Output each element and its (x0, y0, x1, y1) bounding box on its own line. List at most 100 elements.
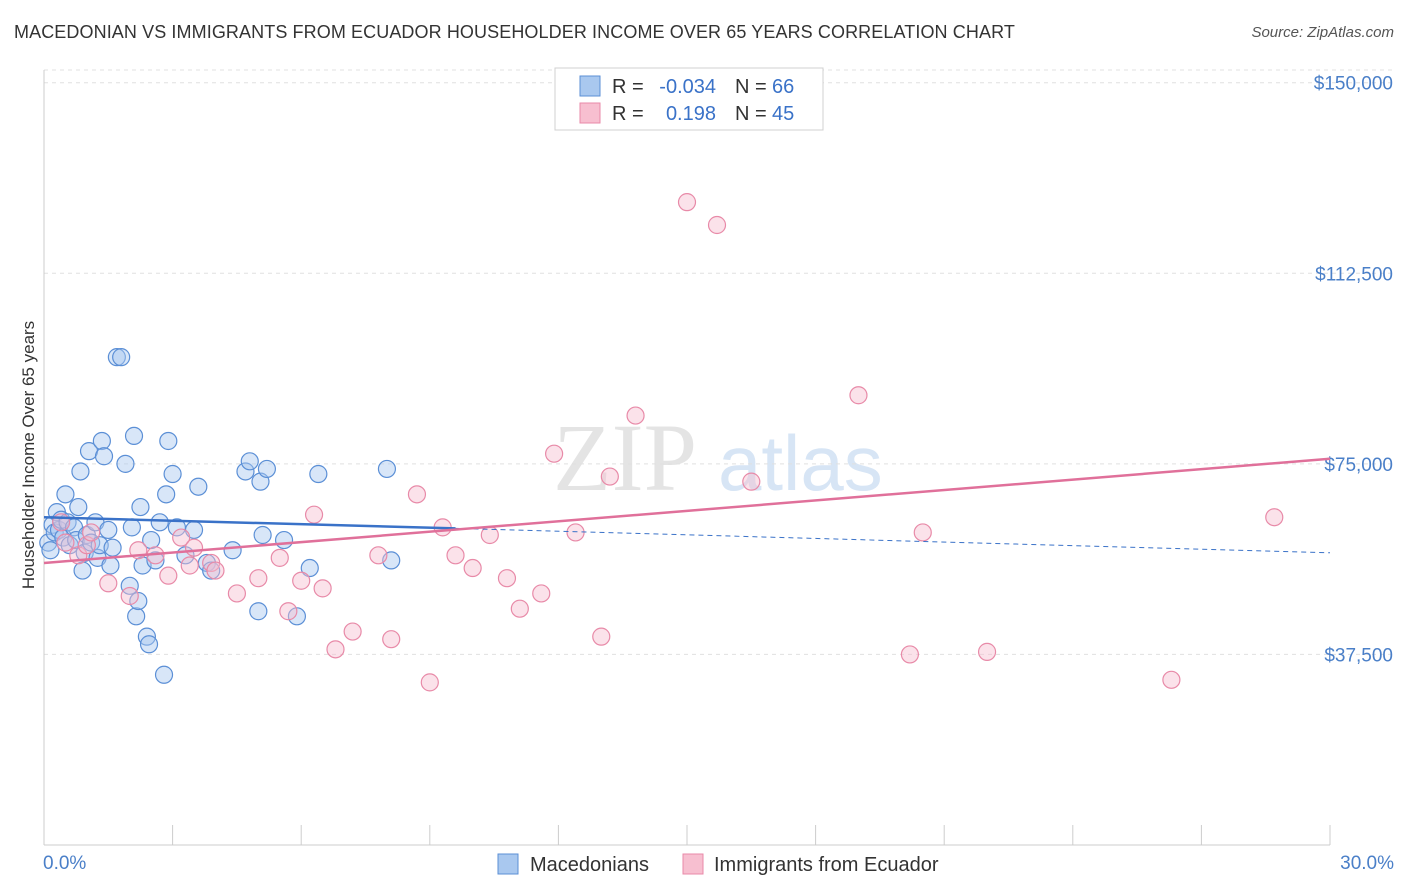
ecuador-point-5 (99, 574, 118, 593)
macedonians-point-44 (157, 485, 176, 504)
ecuador-point-40 (677, 193, 697, 212)
macedonians-point-54 (236, 462, 255, 481)
macedonians-point-28 (107, 348, 126, 367)
macedonians-point-30 (116, 454, 135, 473)
macedonians-point-26 (101, 556, 120, 575)
ecuador-point-47 (1162, 670, 1181, 689)
macedonians-point-62 (300, 558, 319, 578)
bottom-legend-ecuador: Immigrants from Ecuador (714, 854, 939, 876)
macedonians-point-35 (129, 591, 148, 611)
ecuador-point-23 (343, 622, 362, 641)
gridlines (44, 69, 1395, 655)
trend-lines (43, 457, 1331, 565)
macedonians-point-25 (99, 520, 118, 540)
macedonians-point-41 (146, 551, 165, 570)
macedonians-point-59 (257, 459, 277, 479)
ecuador-point-29 (446, 546, 465, 565)
macedonians-point-24 (94, 447, 114, 466)
legend-n-label-1: N = (735, 76, 767, 98)
macedonians-point-13 (69, 497, 88, 517)
watermark-zip: ZIP (553, 404, 697, 511)
source-label: Source: ZipAtlas.com (1251, 24, 1394, 41)
y-axis-label: Householder Income Over 65 years (19, 321, 38, 589)
macedonians-point-15 (73, 561, 92, 580)
legend-r-value-1: -0.034 (659, 76, 716, 98)
bottom-legend-swatch-macedonians (497, 853, 519, 875)
y-tick-labels: $37,500 $75,000 $112,500 $150,000 (1314, 74, 1393, 667)
ecuador-point-44 (900, 645, 920, 664)
macedonians-point-55 (240, 452, 259, 471)
ecuador-point-27 (420, 673, 439, 692)
ecuador-point-20 (304, 505, 324, 524)
macedonians-point-34 (127, 607, 146, 626)
ecuador-point-1 (56, 533, 75, 552)
ecuador-point-6 (120, 586, 139, 606)
macedonians-point-36 (131, 497, 150, 517)
legend-swatch-ecuador (579, 102, 601, 124)
legend-r-value-2: 0.198 (666, 103, 716, 125)
macedonians-point-8 (56, 485, 75, 504)
ecuador-trend-line (43, 457, 1331, 565)
macedonians-point-50 (189, 477, 208, 496)
ecuador-point-32 (497, 569, 517, 588)
macedonians-point-43 (154, 665, 174, 684)
ecuador-point-16 (249, 569, 268, 588)
macedonians-point-31 (120, 576, 139, 595)
ecuador-point-36 (566, 523, 585, 542)
ecuador-point-24 (369, 546, 388, 565)
macedonians-point-61 (287, 607, 307, 626)
series-legend: Macedonians Immigrants from Ecuador (497, 853, 939, 876)
macedonians-point-60 (274, 530, 294, 550)
x-tick-min: 0.0% (43, 853, 86, 874)
macedonians-point-46 (163, 464, 182, 484)
ecuador-point-45 (913, 523, 932, 542)
legend-n-label-2: N = (735, 103, 767, 125)
ecuador-point-38 (600, 467, 619, 486)
watermark-atlas: atlas (718, 419, 883, 507)
legend-r-label-1: R = (612, 76, 644, 98)
ecuador-point-12 (184, 538, 204, 557)
macedonians-point-42 (150, 513, 169, 532)
ecuador-point-34 (532, 584, 551, 603)
ecuador-point-35 (545, 444, 564, 463)
ecuador-point-11 (180, 556, 199, 575)
ecuador-point-25 (382, 630, 401, 649)
ecuador-point-39 (626, 406, 645, 425)
bottom-legend-macedonians: Macedonians (530, 854, 649, 876)
legend-swatch-macedonians (579, 75, 601, 97)
ecuador-point-46 (977, 642, 997, 661)
macedonians-point-33 (124, 426, 144, 446)
macedonians-point-32 (122, 518, 141, 537)
macedonians-point-23 (92, 431, 111, 451)
ecuador-point-19 (292, 571, 311, 590)
legend-n-value-2: 45 (772, 103, 794, 125)
ecuador-point-48 (1265, 508, 1284, 527)
ecuador-point-42 (742, 472, 761, 491)
macedonians-point-64 (377, 459, 397, 479)
macedonians-point-27 (103, 538, 122, 557)
macedonians-trend-line (43, 515, 456, 530)
y-tick-label-3: $150,000 (1314, 74, 1393, 95)
macedonians-point-39 (139, 635, 159, 654)
legend-n-value-1: 66 (772, 76, 794, 98)
macedonians-point-1 (41, 541, 60, 560)
y-tick-label-0: $37,500 (1324, 645, 1393, 666)
ecuador-point-14 (206, 561, 225, 580)
macedonians-point-38 (137, 627, 156, 646)
x-tick-max: 30.0% (1340, 853, 1394, 874)
ecuador-point-26 (407, 485, 427, 504)
macedonians-trend-extension (455, 527, 1331, 554)
ecuador-point-18 (279, 602, 298, 621)
macedonians-point-29 (112, 348, 131, 367)
ecuador-point-33 (510, 599, 529, 618)
ecuador-point-43 (849, 386, 868, 405)
y-tick-label-1: $75,000 (1324, 455, 1393, 476)
ecuador-point-15 (227, 584, 246, 603)
macedonians-point-53 (223, 541, 242, 560)
axes (43, 70, 1331, 846)
ecuador-point-21 (313, 579, 332, 598)
y-tick-label-2: $112,500 (1315, 264, 1393, 285)
ecuador-point-10 (172, 528, 191, 547)
ecuador-point-9 (159, 566, 178, 585)
macedonians-point-56 (249, 602, 268, 621)
